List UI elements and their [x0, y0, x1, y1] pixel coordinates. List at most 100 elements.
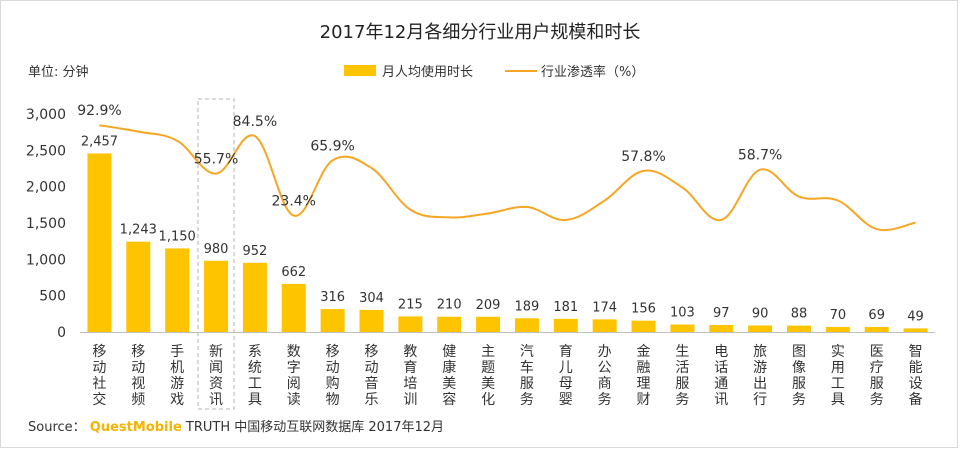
category-label-char: 能	[909, 360, 923, 376]
category-label-char: 美	[442, 376, 456, 392]
bar-value-label: 2,457	[81, 134, 118, 149]
bar-value-label: 88	[791, 307, 808, 322]
category-label-char: 汽	[520, 344, 534, 360]
bar-value-label: 97	[713, 306, 730, 321]
category-label-char: 务	[520, 392, 534, 408]
category-label-char: 机	[170, 360, 184, 376]
bar	[786, 325, 811, 332]
category-label-char: 动	[92, 360, 106, 376]
category-label-char: 训	[403, 392, 417, 408]
category-label-char: 社	[92, 376, 106, 392]
category-label-char: 移	[326, 344, 340, 360]
bar-value-label: 181	[553, 300, 578, 315]
category-label-char: 话	[714, 360, 728, 376]
category-label-char: 工	[831, 376, 845, 392]
category-label-char: 音	[364, 375, 378, 392]
line-value-label: 92.9%	[77, 103, 121, 119]
category-label-char: 戏	[170, 392, 184, 408]
category-label-char: 美	[481, 376, 495, 392]
category-label-char: 活	[675, 360, 689, 376]
category-label-char: 融	[637, 360, 651, 376]
category-label-char: 理	[637, 376, 651, 392]
category-label-char: 乐	[364, 392, 378, 408]
y-tick-label: 2,500	[26, 143, 66, 159]
category-label-char: 行	[753, 392, 767, 408]
line-value-label: 55.7%	[194, 152, 238, 168]
bar	[631, 320, 656, 332]
category-label-char: 育	[559, 344, 573, 360]
category-label-char: 移	[364, 344, 378, 360]
unit-label: 单位: 分钟	[28, 64, 89, 80]
bar	[359, 309, 384, 332]
category-label-char: 动	[131, 360, 145, 376]
category-label-char: 医	[870, 344, 884, 360]
bar	[476, 316, 501, 332]
bar-value-label: 70	[830, 308, 847, 323]
source-text: TRUTH 中国移动互联网数据库 2017年12月	[185, 420, 445, 435]
category-label-char: 字	[287, 360, 301, 376]
category-label-char: 服	[870, 376, 884, 392]
category-label-char: 设	[909, 376, 923, 392]
category-label-char: 像	[792, 360, 806, 376]
bar-value-label: 1,243	[120, 223, 157, 238]
category-label-char: 新	[209, 344, 223, 360]
category-label-char: 电	[714, 344, 728, 360]
category-label-char: 物	[326, 392, 340, 408]
legend-line-label: 行业渗透率（%）	[541, 64, 644, 80]
penetration-line	[99, 124, 916, 232]
category-label-char: 动	[364, 360, 378, 376]
bar	[592, 319, 617, 332]
bar	[437, 316, 462, 332]
category-label-char: 化	[481, 392, 495, 408]
bar	[281, 283, 306, 332]
category-label-char: 教	[403, 344, 417, 360]
category-label-char: 车	[520, 359, 534, 376]
category-label-char: 金	[637, 344, 651, 360]
bar	[670, 324, 695, 332]
bar-value-label: 69	[868, 308, 885, 323]
category-label-char: 手	[170, 344, 184, 360]
category-label-char: 购	[326, 376, 340, 392]
bar	[903, 328, 928, 332]
bar-value-label: 662	[281, 265, 306, 280]
bar-value-label: 304	[359, 291, 384, 306]
category-label-char: 母	[559, 376, 573, 392]
category-label-char: 公	[598, 360, 612, 376]
category-label-char: 务	[675, 392, 689, 408]
category-label-char: 闻	[209, 360, 223, 376]
bar-value-label: 156	[631, 302, 656, 317]
source-note: Source： QuestMobile TRUTH 中国移动互联网数据库 201…	[28, 416, 444, 435]
category-label-char: 游	[170, 376, 184, 392]
bar-value-label: 90	[752, 306, 769, 321]
category-label-char: 出	[753, 376, 767, 392]
category-label-char: 备	[909, 391, 923, 408]
category-label-char: 讯	[714, 392, 728, 408]
category-label-char: 资	[209, 376, 223, 392]
source-prefix: Source：	[28, 420, 86, 435]
category-label-char: 智	[909, 344, 923, 360]
bar	[242, 262, 267, 332]
line-value-label: 65.9%	[310, 138, 354, 154]
bar	[87, 153, 112, 332]
bar-value-label: 1,150	[159, 229, 196, 244]
category-label-char: 图	[792, 344, 806, 360]
category-label-char: 系	[248, 344, 262, 360]
bar	[126, 241, 151, 332]
category-label-char: 健	[442, 344, 456, 360]
y-tick-label: 0	[57, 325, 66, 341]
bar	[398, 316, 423, 332]
category-label-char: 服	[675, 376, 689, 392]
bar	[825, 326, 850, 332]
line-value-label: 84.5%	[233, 114, 277, 130]
category-label-char: 主	[481, 344, 495, 360]
category-label-char: 服	[792, 376, 806, 392]
category-label-char: 讯	[209, 392, 223, 408]
category-label-char: 疗	[870, 360, 884, 376]
bar-value-label: 980	[204, 242, 229, 257]
chart-title: 2017年12月各细分行业用户规模和时长	[320, 22, 641, 43]
line-value-label: 23.4%	[272, 194, 316, 210]
bar	[553, 318, 578, 332]
bar	[514, 318, 539, 332]
category-label-char: 实	[831, 344, 845, 360]
